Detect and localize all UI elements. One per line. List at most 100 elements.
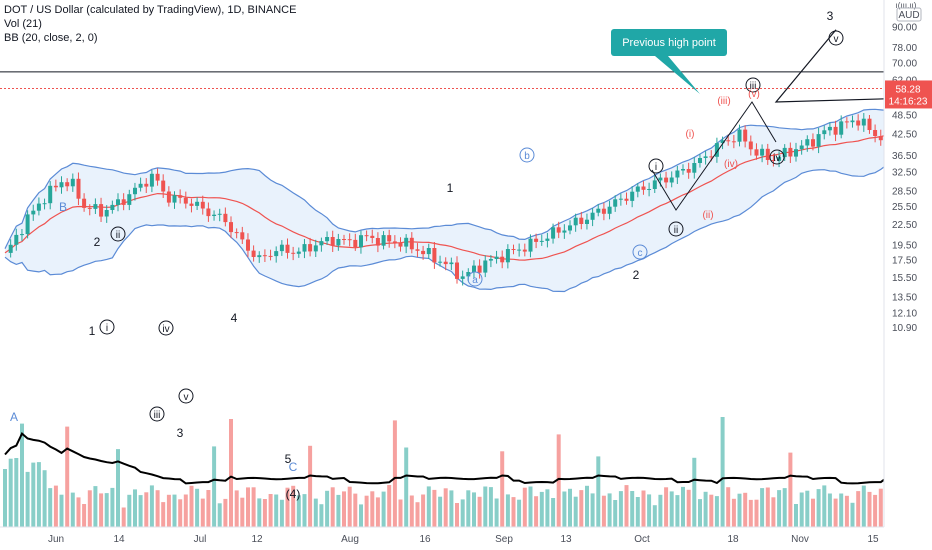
volume-bar xyxy=(279,499,284,527)
candle-body xyxy=(613,199,618,207)
volume-bar xyxy=(466,490,471,527)
wave-circle-i-left: i xyxy=(106,323,108,334)
volume-bar xyxy=(404,447,409,527)
volume-bar xyxy=(138,495,143,527)
wave-label-3: 3 xyxy=(177,426,184,440)
bollinger-indicator-label[interactable]: BB (20, close, 2, 0) xyxy=(4,32,98,44)
candle-body xyxy=(189,203,194,206)
price-tick-label: 78.00 xyxy=(892,43,917,54)
volume-bar xyxy=(703,491,708,527)
candle-body xyxy=(415,249,420,251)
candle-body xyxy=(387,235,392,242)
candle-body xyxy=(364,235,369,237)
candle-body xyxy=(635,186,640,192)
candle-body xyxy=(573,217,578,226)
candle-body xyxy=(585,219,589,224)
volume-bar xyxy=(166,494,171,527)
volume-bar xyxy=(455,503,459,527)
candle-body xyxy=(8,244,13,253)
price-tick-label: 22.50 xyxy=(892,220,917,231)
price-tick-label: 17.50 xyxy=(892,256,917,267)
volume-bar xyxy=(274,494,279,527)
candle-body xyxy=(257,255,262,258)
volume-indicator-label[interactable]: Vol (21) xyxy=(4,18,42,30)
time-tick-label: Nov xyxy=(791,534,809,545)
candle-body xyxy=(251,250,256,257)
candle-body xyxy=(296,251,301,254)
candle-body xyxy=(392,241,397,243)
volume-bar xyxy=(195,488,200,527)
candle-body xyxy=(166,191,171,203)
bollinger-lower-line xyxy=(4,146,932,293)
candle-body xyxy=(505,249,510,263)
candle-body xyxy=(664,177,669,183)
wave-label-1-upper: 1 xyxy=(447,181,454,195)
volume-bar xyxy=(517,499,522,527)
time-axis-bg xyxy=(0,527,884,550)
candle-body xyxy=(82,198,87,208)
candle-body xyxy=(607,206,612,214)
candle-body xyxy=(737,129,742,142)
volume-bar xyxy=(743,492,748,527)
volume-bar xyxy=(483,486,488,527)
candle-body xyxy=(833,126,838,135)
volume-bar xyxy=(347,486,352,527)
candle-body xyxy=(93,204,98,209)
candle-body xyxy=(313,245,318,252)
volume-bar xyxy=(110,487,115,527)
wave-label-piii: (iii) xyxy=(717,96,730,107)
volume-bar xyxy=(206,490,211,527)
volume-bar xyxy=(765,487,770,527)
price-tick-label: 10.90 xyxy=(892,323,917,334)
candle-body xyxy=(42,203,47,205)
wave-circle-v-right: v xyxy=(834,34,839,45)
candle-body xyxy=(681,169,685,171)
candle-body xyxy=(782,147,787,158)
volume-bar xyxy=(528,486,533,527)
volume-bar xyxy=(330,487,335,527)
wave-label-p4: (4) xyxy=(286,487,301,501)
wave-circle-a-ring xyxy=(467,271,483,287)
volume-bar xyxy=(421,494,426,527)
wave-projection-line xyxy=(774,29,932,103)
candle-body xyxy=(720,140,725,144)
candle-body xyxy=(212,214,217,216)
volume-bar xyxy=(189,485,194,527)
candle-body xyxy=(178,195,183,198)
candle-body xyxy=(240,232,245,240)
candle-body xyxy=(268,255,273,257)
candle-body xyxy=(14,234,19,245)
candle-body xyxy=(31,210,36,215)
candle-body xyxy=(36,203,41,211)
volume-bar xyxy=(669,491,674,527)
candle-body xyxy=(370,235,375,238)
candle-body xyxy=(669,177,674,183)
wave-circle-ii-left: ii xyxy=(116,230,120,241)
candle-body xyxy=(347,239,352,241)
candle-body xyxy=(641,186,646,190)
symbol-label[interactable]: DOT / US Dollar (calculated by TradingVi… xyxy=(4,4,297,16)
wave-circle-b: b xyxy=(524,151,530,162)
volume-bar xyxy=(647,494,652,527)
candle-body xyxy=(449,262,454,265)
candle-body xyxy=(562,230,567,233)
volume-bar xyxy=(630,491,635,527)
candle-body xyxy=(460,276,465,279)
time-tick-label: 15 xyxy=(867,534,879,545)
volume-bar xyxy=(53,485,58,527)
volume-bar xyxy=(816,489,821,527)
volume-bar xyxy=(731,498,736,527)
volume-bar xyxy=(664,487,669,527)
wave-label-pii: (ii) xyxy=(702,210,713,221)
candle-body xyxy=(703,156,708,158)
volume-bar xyxy=(511,497,516,527)
previous-high-callout[interactable]: Previous high point xyxy=(611,29,727,56)
candle-body xyxy=(279,244,284,252)
candle-body xyxy=(274,251,279,257)
volume-bar xyxy=(268,494,273,527)
candle-body xyxy=(850,120,855,123)
wave-label-5: 5 xyxy=(285,452,292,466)
time-tick-label: Oct xyxy=(634,534,650,545)
candle-body xyxy=(556,227,561,233)
